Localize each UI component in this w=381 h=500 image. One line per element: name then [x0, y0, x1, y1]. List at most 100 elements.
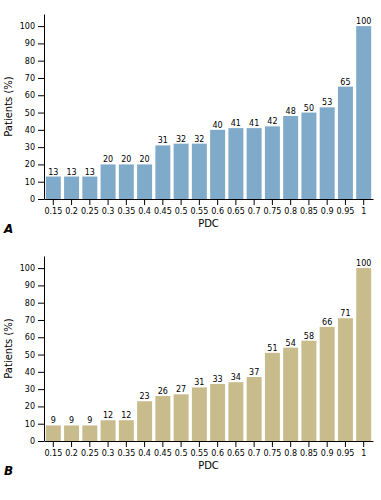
data-label: 27 [176, 385, 186, 394]
tick-label: 0.35 [117, 207, 135, 216]
bar [301, 341, 316, 441]
bar [320, 107, 335, 199]
x-axis: 0.150.20.250.30.350.40.450.50.550.60.650… [44, 199, 373, 216]
tick-mark [38, 164, 44, 165]
bar [64, 177, 79, 199]
tick-label: 0.2 [65, 207, 78, 216]
tick-mark [217, 199, 218, 205]
tick-mark [290, 199, 291, 205]
tick: 0.35 [117, 199, 135, 216]
tick-mark [199, 199, 200, 205]
bar [283, 348, 298, 441]
tick-label: 0.15 [44, 207, 62, 216]
bar [320, 327, 335, 441]
bar [265, 353, 280, 441]
tick: 0.8 [284, 441, 297, 458]
tick: 0.45 [154, 441, 172, 458]
tick-label: 10 [25, 178, 35, 187]
bar [82, 177, 97, 199]
tick-label: 0.95 [337, 207, 355, 216]
data-label: 9 [69, 416, 74, 425]
chart: 1313132020203132324041414248505365100 0.1… [0, 0, 381, 500]
tick: 0.9 [321, 199, 334, 216]
tick-label: 40 [25, 126, 35, 135]
data-label: 12 [103, 411, 113, 420]
data-label: 34 [231, 373, 241, 382]
tick: 0.5 [175, 441, 188, 458]
bar [192, 387, 207, 441]
data-label: 48 [286, 107, 296, 116]
tick-label: 0.55 [190, 207, 208, 216]
tick: 30 [25, 143, 44, 152]
bar [137, 164, 152, 199]
bar [119, 420, 134, 441]
tick: 0.7 [248, 441, 261, 458]
tick-label: 100 [20, 22, 35, 31]
tick-label: 0 [30, 195, 35, 204]
tick-mark [345, 199, 346, 205]
bar [46, 177, 61, 199]
tick: 30 [25, 385, 44, 394]
tick-label: 0.25 [81, 449, 99, 458]
tick-label: 0.85 [300, 207, 318, 216]
bar [192, 144, 207, 199]
tick-label: 30 [25, 385, 35, 394]
data-labels: 1313132020203132324041414248505365100 [48, 17, 371, 176]
tick: 70 [25, 316, 44, 325]
data-label: 41 [249, 119, 259, 128]
tick-label: 1 [361, 449, 366, 458]
bar [64, 425, 79, 441]
tick: 20 [25, 402, 44, 411]
data-label: 37 [249, 368, 259, 377]
tick-label: 0.65 [227, 207, 245, 216]
tick-mark [235, 199, 236, 205]
axis-line [45, 199, 374, 200]
bar [46, 425, 61, 441]
tick: 0.25 [81, 199, 99, 216]
tick-mark [272, 441, 273, 447]
tick: 0.95 [337, 441, 355, 458]
data-label: 20 [121, 155, 131, 164]
tick-label: 0.4 [138, 449, 151, 458]
data-label: 32 [176, 135, 186, 144]
tick-mark [89, 441, 90, 447]
tick-mark [38, 43, 44, 44]
bar [228, 128, 243, 199]
y-axis: 0102030405060708090100 [20, 257, 45, 447]
tick-label: 0.8 [284, 449, 297, 458]
tick: 0.6 [211, 441, 224, 458]
data-label: 23 [140, 392, 150, 401]
tick-label: 0.45 [154, 449, 172, 458]
tick: 20 [25, 160, 44, 169]
tick: 100 [20, 264, 44, 273]
tick: 0.65 [227, 441, 245, 458]
tick-label: 0.55 [190, 449, 208, 458]
tick-mark [308, 441, 309, 447]
tick-label: 30 [25, 143, 35, 152]
bar [338, 318, 353, 441]
data-label: 100 [356, 17, 371, 26]
tick-label: 0.4 [138, 207, 151, 216]
tick-label: 0.5 [175, 449, 188, 458]
tick-mark [308, 199, 309, 205]
tick-mark [38, 130, 44, 131]
tick-mark [181, 199, 182, 205]
tick: 70 [25, 74, 44, 83]
data-label: 54 [286, 339, 296, 348]
tick-label: 90 [25, 281, 35, 290]
panel-label: B [4, 464, 13, 478]
panel: 99912122326273133343751545866711000.150.… [3, 257, 374, 472]
tick: 0.3 [102, 199, 115, 216]
tick-mark [272, 199, 273, 205]
tick-label: 70 [25, 74, 35, 83]
axis-line [44, 257, 45, 442]
tick-mark [217, 441, 218, 447]
tick-label: 60 [25, 333, 35, 342]
tick-mark [38, 78, 44, 79]
tick-mark [38, 26, 44, 27]
bar [301, 113, 316, 199]
bar [247, 377, 262, 441]
data-label: 26 [158, 387, 168, 396]
tick-label: 0.6 [211, 207, 224, 216]
tick: 100 [20, 22, 44, 31]
